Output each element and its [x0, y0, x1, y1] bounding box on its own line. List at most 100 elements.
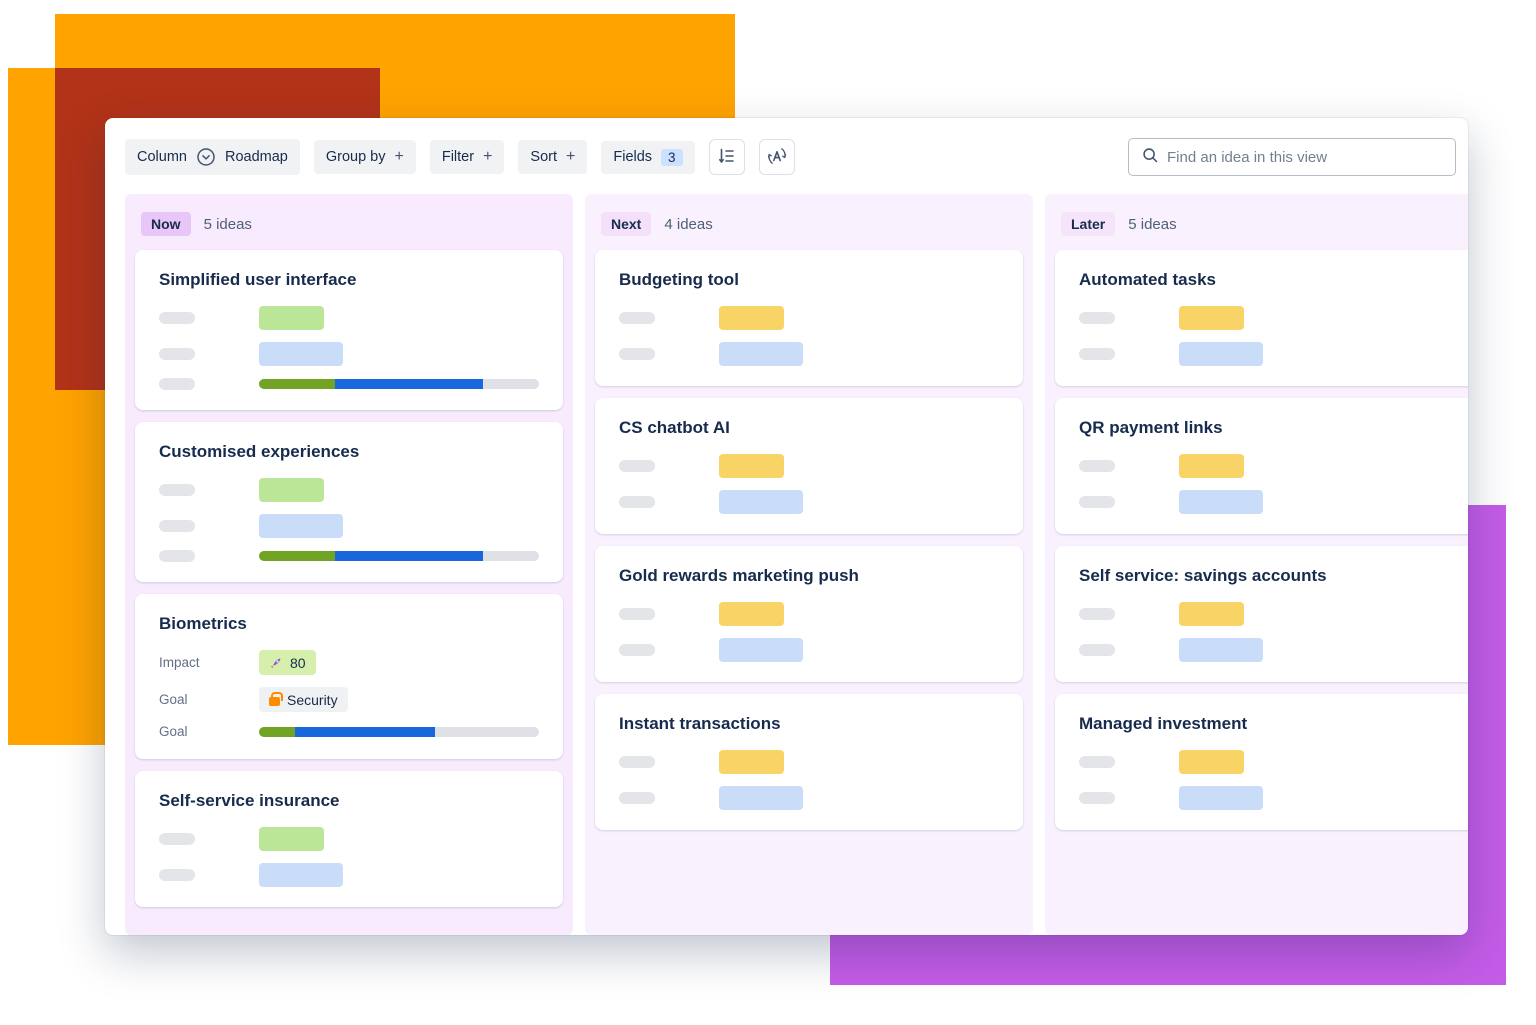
card-row	[619, 638, 999, 662]
idea-card[interactable]: Budgeting tool	[595, 250, 1023, 386]
card-row	[1079, 454, 1459, 478]
idea-card[interactable]: CS chatbot AI	[595, 398, 1023, 534]
blue-skeleton-pill	[719, 490, 803, 514]
row-label-cell	[1079, 312, 1179, 324]
label-skeleton-pill	[619, 312, 655, 324]
column-header: Later 5 ideas	[1045, 194, 1468, 250]
idea-card[interactable]: Self-service insurance	[135, 771, 563, 907]
label-skeleton-pill	[619, 496, 655, 508]
fields-button[interactable]: Fields 3	[601, 140, 695, 174]
group-by-button[interactable]: Group by +	[313, 140, 416, 174]
field-label: Goal	[159, 692, 188, 707]
row-label-cell	[619, 644, 719, 656]
row-label-cell	[1079, 792, 1179, 804]
idea-card[interactable]: Instant transactions	[595, 694, 1023, 830]
idea-card[interactable]: Self service: savings accounts	[1055, 546, 1468, 682]
blue-skeleton-pill	[1179, 786, 1263, 810]
label-skeleton-pill	[1079, 460, 1115, 472]
rocket-icon	[269, 656, 283, 670]
idea-title: Managed investment	[1079, 714, 1248, 733]
blue-skeleton-pill	[719, 342, 803, 366]
row-label-cell	[159, 520, 259, 532]
label-skeleton-pill	[1079, 348, 1115, 360]
progress-green-segment	[259, 726, 296, 737]
row-label-cell	[619, 792, 719, 804]
card-row	[1079, 490, 1459, 514]
translate-button[interactable]	[758, 139, 795, 175]
idea-title: Automated tasks	[1079, 270, 1216, 289]
impact-chip: 80	[259, 650, 316, 675]
card-row	[619, 786, 999, 810]
idea-card[interactable]: Managed investment	[1055, 694, 1468, 830]
row-label-cell	[1079, 496, 1179, 508]
yellow-skeleton-pill	[719, 306, 784, 330]
column-badge: Now	[141, 212, 191, 236]
blue-skeleton-pill	[259, 342, 343, 366]
card-row	[619, 342, 999, 366]
green-skeleton-pill	[259, 306, 324, 330]
card-row	[159, 378, 539, 390]
label-skeleton-pill	[619, 460, 655, 472]
translate-icon	[767, 146, 787, 169]
lock-icon	[269, 692, 283, 706]
card-row	[159, 550, 539, 562]
card-row	[159, 827, 539, 851]
cards-list: Simplified user interface Customised expe…	[125, 250, 573, 931]
column-header: Now 5 ideas	[125, 194, 573, 250]
row-label-cell: Goal	[159, 724, 259, 739]
label-skeleton-pill	[1079, 312, 1115, 324]
column-count: 4 ideas	[664, 215, 713, 233]
filter-button[interactable]: Filter +	[429, 140, 505, 174]
card-row	[1079, 638, 1459, 662]
blue-skeleton-pill	[259, 514, 343, 538]
label-skeleton-pill	[159, 869, 195, 881]
row-label-cell	[159, 484, 259, 496]
card-row	[1079, 342, 1459, 366]
idea-card[interactable]: Biometrics Impact 80 Goal Security Goal	[135, 594, 563, 759]
sort-button[interactable]: Sort +	[518, 140, 588, 174]
plus-icon: +	[394, 148, 404, 165]
row-height-icon	[717, 146, 737, 169]
field-label: Impact	[159, 655, 200, 670]
row-label-cell	[159, 378, 259, 390]
row-label-cell	[619, 496, 719, 508]
idea-card[interactable]: Customised experiences	[135, 422, 563, 582]
row-label-cell	[1079, 644, 1179, 656]
row-height-button[interactable]	[708, 139, 745, 175]
cards-list: Budgeting tool CS chatbot AI Gold rewards …	[585, 250, 1033, 854]
search-box[interactable]	[1128, 138, 1456, 176]
field-label: Goal	[159, 724, 188, 739]
board: Now 5 ideas Simplified user interface Custo…	[105, 192, 1468, 935]
row-label-cell	[619, 608, 719, 620]
column-badge: Next	[601, 212, 652, 236]
progress-blue-segment	[334, 551, 483, 561]
yellow-skeleton-pill	[719, 750, 784, 774]
fields-count-badge: 3	[661, 148, 683, 166]
label-skeleton-pill	[1079, 756, 1115, 768]
card-row	[1079, 602, 1459, 626]
search-icon	[1141, 146, 1159, 169]
idea-card[interactable]: Simplified user interface	[135, 250, 563, 410]
goal-value: Security	[287, 691, 338, 708]
card-row	[159, 342, 539, 366]
label-skeleton-pill	[159, 833, 195, 845]
label-skeleton-pill	[1079, 608, 1115, 620]
card-row	[619, 454, 999, 478]
column-count: 5 ideas	[1128, 215, 1177, 233]
label-skeleton-pill	[159, 550, 195, 562]
progress-bar	[259, 551, 539, 561]
card-row	[619, 602, 999, 626]
idea-card[interactable]: Gold rewards marketing push	[595, 546, 1023, 682]
row-label-cell	[159, 550, 259, 562]
search-input[interactable]	[1167, 148, 1445, 166]
row-label-cell: Impact	[159, 655, 259, 670]
card-row	[1079, 786, 1459, 810]
column-selector[interactable]: Column Roadmap	[125, 139, 300, 175]
board-column-now: Now 5 ideas Simplified user interface Custo…	[125, 194, 573, 935]
plus-icon: +	[566, 148, 576, 165]
idea-card[interactable]: Automated tasks	[1055, 250, 1468, 386]
row-label-cell	[619, 756, 719, 768]
idea-card[interactable]: QR payment links	[1055, 398, 1468, 534]
yellow-skeleton-pill	[1179, 306, 1244, 330]
label-skeleton-pill	[159, 348, 195, 360]
